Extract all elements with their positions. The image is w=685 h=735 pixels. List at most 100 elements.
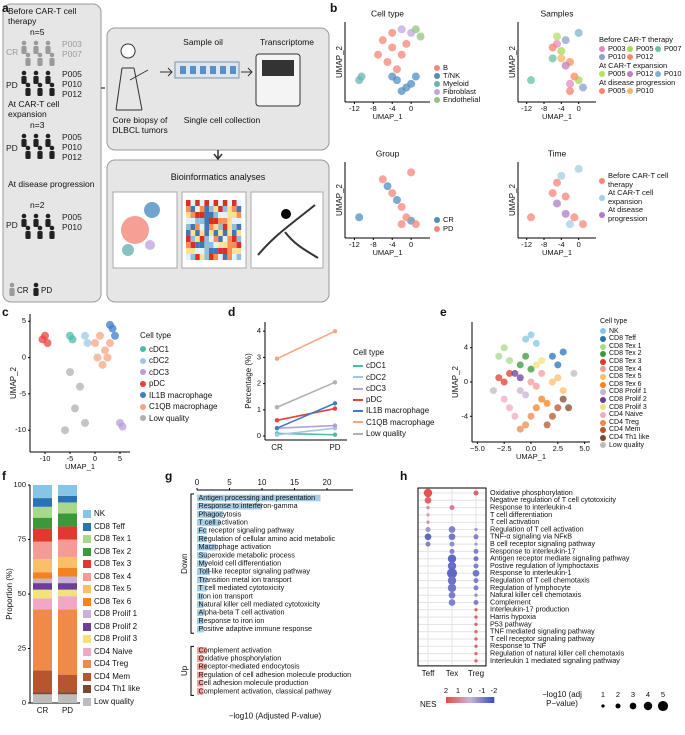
x-tick-label: 5 bbox=[227, 478, 232, 487]
dot bbox=[474, 615, 478, 619]
row-label: Regulation of T cell activation bbox=[490, 524, 584, 533]
legend-entry: CD4 Treg bbox=[83, 658, 163, 671]
legend-entry: C1QB macrophage bbox=[140, 401, 225, 413]
legend-swatch bbox=[83, 597, 91, 606]
legend-swatch bbox=[140, 415, 146, 422]
heatmap-cell bbox=[186, 218, 191, 224]
dot bbox=[449, 505, 455, 511]
legend-label: At CAR-T cell expansion bbox=[608, 188, 654, 206]
bar-segment bbox=[33, 572, 52, 579]
bar bbox=[197, 625, 204, 633]
legend-label: CD8 Prolif 1 bbox=[94, 609, 138, 618]
x-tick-label: -12 bbox=[349, 240, 360, 249]
point bbox=[561, 192, 570, 201]
legend-entries: B T/NK Myeloid Fibroblast Endothelial bbox=[434, 64, 494, 104]
heatmap-cell bbox=[199, 242, 205, 248]
size-legend-label: 4 bbox=[646, 690, 650, 699]
legend-swatch bbox=[599, 71, 605, 78]
person-icon bbox=[49, 58, 55, 66]
person-icon bbox=[33, 70, 39, 76]
legend-entry: B bbox=[434, 64, 494, 72]
size-legend-label: 5 bbox=[661, 690, 665, 699]
point bbox=[96, 331, 104, 340]
dot bbox=[473, 600, 479, 605]
legend-label: CD8 Tex 1 bbox=[94, 534, 132, 543]
point bbox=[388, 28, 397, 37]
legend-label: P005 bbox=[636, 43, 654, 53]
legend-entries: P003 P005 P007 P010 P012 bbox=[599, 43, 685, 62]
heatmap-cell bbox=[227, 212, 232, 218]
bar bbox=[197, 601, 204, 608]
x-tick-label: 0 bbox=[409, 104, 413, 113]
legend-entries: NK CD8 Teff CD8 Tex 1 CD8 Tex 2 CD8 Tex 3 CD8… bbox=[83, 508, 163, 708]
x-tick-label: -10 bbox=[40, 454, 51, 463]
heatmap-cell bbox=[204, 248, 209, 254]
legend-entry: cDC2 bbox=[140, 355, 225, 367]
row-label: Response to interleukin-4 bbox=[490, 503, 572, 512]
point bbox=[527, 412, 535, 420]
point bbox=[388, 72, 397, 81]
bar bbox=[197, 584, 207, 592]
point bbox=[71, 404, 79, 413]
heatmap-cell bbox=[199, 236, 205, 242]
bar-segment bbox=[33, 609, 52, 671]
dot bbox=[473, 585, 479, 591]
legend-entry: cDC3 bbox=[140, 367, 225, 379]
point bbox=[579, 220, 587, 229]
legend-swatch bbox=[83, 585, 91, 594]
point bbox=[402, 213, 411, 222]
heatmap-cell bbox=[186, 206, 191, 212]
point bbox=[332, 423, 338, 428]
size-legend-dot bbox=[615, 703, 621, 709]
bar-segment bbox=[33, 485, 52, 499]
legend-swatch bbox=[83, 547, 91, 556]
legend-entry: CD8 Tex 1 bbox=[600, 343, 685, 351]
bar bbox=[197, 647, 207, 654]
legend-swatch bbox=[353, 410, 363, 413]
heatmap-cell bbox=[213, 236, 219, 242]
point bbox=[332, 432, 338, 437]
dot bbox=[448, 599, 456, 606]
thumbnail-cluster bbox=[144, 202, 160, 218]
dot bbox=[448, 526, 456, 533]
row-label: Response to interleukin-1 bbox=[490, 568, 572, 577]
y-tick-label: -4 bbox=[461, 411, 468, 420]
point bbox=[101, 346, 109, 355]
bar-segment bbox=[58, 692, 77, 695]
legend-entry: pDC bbox=[140, 378, 225, 390]
bar bbox=[197, 560, 207, 567]
series-line bbox=[276, 407, 336, 422]
colorbar-step bbox=[478, 697, 481, 703]
patient-id: P010 bbox=[62, 79, 82, 89]
legend-swatch bbox=[627, 45, 633, 52]
legend-swatch bbox=[140, 346, 146, 353]
legend-swatch bbox=[83, 622, 91, 631]
heatmap-cell bbox=[227, 230, 232, 236]
legend-entry: Fibroblast bbox=[434, 88, 494, 96]
point bbox=[548, 43, 557, 52]
legend-label: B bbox=[443, 63, 449, 72]
colorbar-label: 1 bbox=[456, 686, 460, 695]
point bbox=[554, 404, 562, 412]
point bbox=[332, 406, 338, 411]
legend-entry: P003 bbox=[599, 44, 627, 54]
point bbox=[561, 61, 570, 70]
point bbox=[548, 189, 557, 198]
trajectory-node bbox=[281, 209, 291, 219]
point bbox=[66, 368, 74, 377]
person-icon bbox=[9, 282, 15, 288]
size-legend-label: 1 bbox=[601, 690, 605, 699]
heatmap-cell bbox=[190, 248, 196, 254]
dot bbox=[474, 644, 478, 648]
series-line bbox=[276, 381, 336, 408]
point bbox=[274, 418, 280, 423]
chip-well bbox=[210, 66, 216, 74]
person-icon bbox=[25, 88, 31, 96]
bar-segment bbox=[58, 576, 77, 584]
legend-swatch bbox=[600, 427, 606, 434]
step-label: Sample oil bbox=[183, 37, 223, 47]
legend-entry: CD8 Prolif 1 bbox=[83, 608, 163, 621]
point bbox=[397, 220, 406, 229]
stage-n: n=3 bbox=[30, 120, 45, 130]
